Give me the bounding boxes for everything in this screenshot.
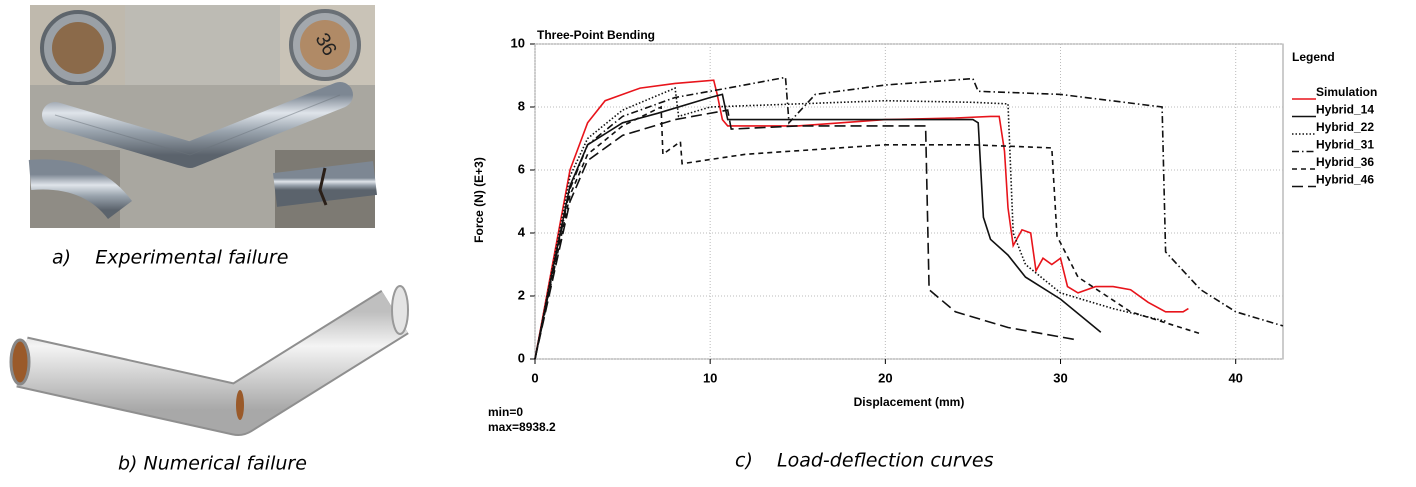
experimental-photo: 36	[28, 5, 378, 228]
annotation: max=8938.2	[488, 420, 556, 434]
y-tick-label: 8	[518, 98, 525, 113]
y-tick-label: 4	[518, 224, 526, 239]
annotation: min=0	[488, 405, 523, 419]
caption-b: b) Numerical failure	[118, 453, 307, 475]
series-line	[534, 86, 1166, 360]
legend-label: Simulation	[1316, 85, 1377, 99]
legend-label: Hybrid_36	[1316, 155, 1374, 169]
series-line	[534, 76, 1284, 360]
chart-title: Three-Point Bending	[537, 28, 655, 42]
legend-label: Hybrid_31	[1316, 138, 1374, 152]
series-line	[534, 79, 1189, 360]
x-tick-label: 10	[703, 370, 717, 385]
y-axis-label: Force (N) (E+3)	[472, 157, 486, 243]
x-axis-label: Displacement (mm)	[854, 395, 965, 409]
x-tick-label: 40	[1228, 370, 1242, 385]
y-tick-label: 2	[518, 287, 525, 302]
legend-label: Hybrid_46	[1316, 173, 1374, 187]
legend-title: Legend	[1292, 50, 1335, 64]
x-tick-label: 0	[531, 370, 538, 385]
numerical-model	[9, 285, 409, 436]
caption-a: a) Experimental failure	[52, 247, 288, 269]
y-tick-label: 10	[511, 35, 525, 50]
y-tick-label: 6	[518, 161, 525, 176]
plot-frame	[534, 43, 1284, 360]
x-tick-label: 20	[878, 370, 892, 385]
y-tick-label: 0	[518, 350, 525, 365]
series-line	[534, 93, 1102, 360]
chart: Three-Point Bending Displacement (mm) Fo…	[472, 28, 1335, 434]
caption-c: c) Load-deflection curves	[735, 450, 994, 472]
legend-label: Hybrid_14	[1316, 103, 1374, 117]
legend-label: Hybrid_22	[1316, 120, 1374, 134]
series-line	[534, 105, 1201, 360]
series-line	[534, 109, 1079, 360]
x-tick-label: 30	[1053, 370, 1067, 385]
